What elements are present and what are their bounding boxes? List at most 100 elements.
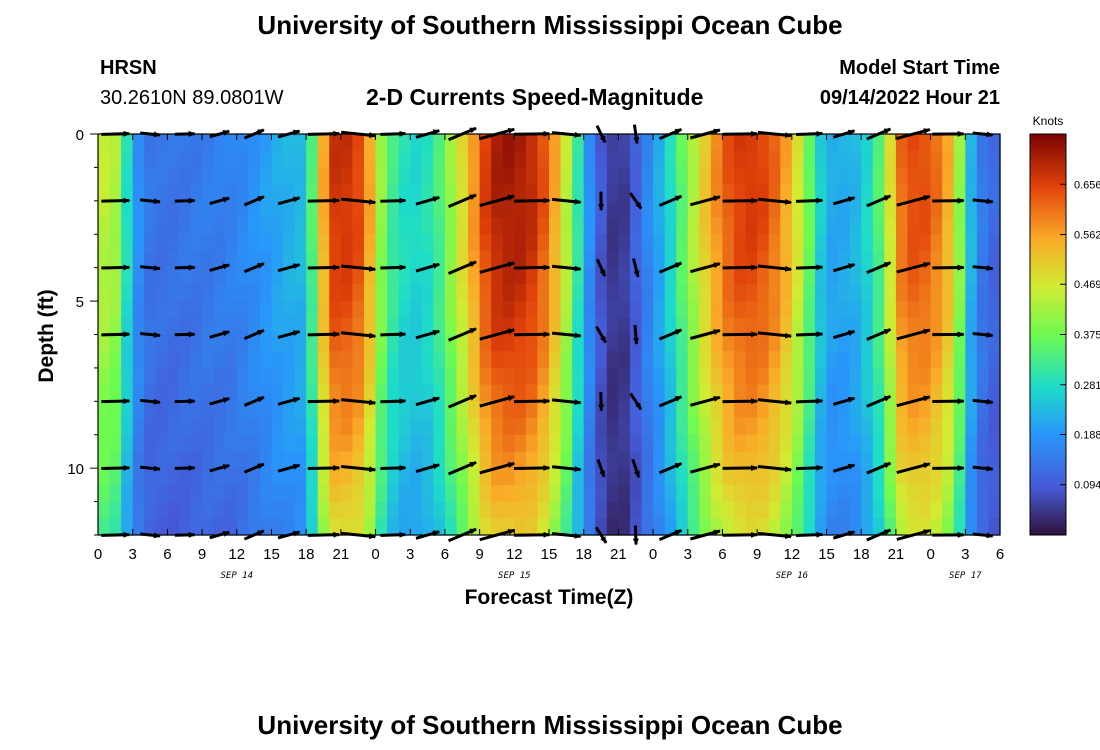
current-arrow [689, 329, 721, 340]
heatmap-cell [514, 267, 527, 285]
heatmap-cell [525, 351, 539, 369]
heatmap-cell [768, 284, 781, 302]
heatmap-cell [676, 234, 689, 252]
heatmap-cell [537, 317, 550, 336]
heatmap-cell [340, 518, 354, 536]
heatmap-cell [387, 401, 400, 419]
heatmap-cell [491, 234, 504, 252]
heatmap-cell [144, 167, 157, 185]
heatmap-cell [965, 150, 978, 169]
heatmap-cell [375, 468, 388, 486]
heatmap-cell [167, 434, 180, 453]
heatmap-cell [861, 484, 874, 503]
heatmap-cell [722, 367, 735, 386]
heatmap-cell [664, 301, 677, 319]
heatmap-cell [537, 267, 550, 285]
heatmap-cell [641, 250, 654, 269]
heatmap-cell [525, 384, 539, 402]
heatmap-cell [606, 418, 619, 436]
heatmap-cell [121, 518, 134, 536]
heatmap-cell [352, 301, 365, 319]
heatmap-cell [976, 184, 990, 202]
heatmap-cell [363, 234, 377, 252]
heatmap-cell [155, 418, 168, 436]
heatmap-cell [387, 384, 400, 402]
heatmap-cell [259, 167, 273, 185]
heatmap-cell [271, 451, 284, 469]
heatmap-cell [202, 367, 215, 386]
heatmap-cell [629, 367, 643, 386]
heatmap-cell [814, 418, 828, 436]
heatmap-cell [248, 167, 261, 185]
heatmap-cell [514, 518, 527, 536]
heatmap-cell [306, 150, 319, 169]
heatmap-cell [398, 451, 411, 469]
heatmap-cell [919, 267, 932, 285]
heatmap-cell [884, 150, 897, 169]
heatmap-cell [109, 317, 122, 336]
heatmap-cell [930, 134, 943, 152]
heatmap-cell [514, 401, 527, 419]
heatmap-cell [895, 434, 909, 453]
heatmap-cell [722, 334, 735, 352]
heatmap-cell [722, 200, 735, 219]
heatmap-cell [537, 284, 550, 302]
y-tick-label: 0 [76, 127, 84, 144]
heatmap-cell [514, 384, 527, 402]
heatmap-cell [294, 150, 307, 169]
heatmap-cell [155, 334, 168, 352]
heatmap-cell [456, 418, 469, 436]
current-arrow [551, 398, 582, 406]
heatmap-cell [549, 217, 562, 235]
heatmap-cell [259, 418, 273, 436]
heatmap-cell [768, 184, 781, 202]
heatmap-cell [491, 200, 504, 219]
heatmap-cell [236, 150, 249, 169]
heatmap-cell [549, 234, 562, 252]
heatmap-cell [387, 451, 400, 469]
current-arrow [415, 196, 441, 206]
heatmap-cell [155, 468, 168, 486]
current-arrow [277, 196, 301, 206]
heatmap-cell [144, 501, 157, 519]
heatmap-cell [98, 267, 111, 285]
current-arrow [380, 264, 407, 271]
heatmap-cell [976, 384, 990, 402]
heatmap-cell [363, 334, 377, 352]
heatmap-cell [213, 267, 226, 285]
heatmap-cell [734, 217, 747, 235]
heatmap-cell [283, 484, 296, 503]
heatmap-cell [919, 501, 932, 519]
heatmap-cell [306, 501, 319, 519]
heatmap-cell [225, 401, 238, 419]
heatmap-cell [202, 217, 215, 235]
heatmap-cell [479, 234, 492, 252]
heatmap-cell [953, 334, 966, 352]
heatmap-cell [572, 351, 585, 369]
current-arrow [307, 197, 341, 204]
heatmap-cell [352, 184, 365, 202]
x-axis: 0 3 6 9 12 15 18 21 0 3 6 9 12 15 18 21 0 3 6 9 12 15 18 21 0 3 6 [94, 134, 1004, 563]
heatmap-cell [710, 468, 724, 486]
heatmap-cell [502, 150, 515, 169]
heatmap-cell [132, 284, 145, 302]
heatmap-cell [387, 284, 400, 302]
heatmap-cell [907, 167, 920, 185]
heatmap-cell [734, 301, 747, 319]
heatmap-cell [803, 334, 816, 352]
heatmap-cell [514, 367, 527, 386]
heatmap-cell [734, 200, 747, 219]
heatmap-cell [525, 234, 539, 252]
heatmap-cell [618, 418, 631, 436]
heatmap-cell [537, 351, 550, 369]
heatmap-cell [734, 351, 747, 369]
heatmap-cell [178, 134, 192, 152]
heatmap-cell [791, 184, 805, 202]
heatmap-cell [421, 184, 434, 202]
heatmap-cell [144, 150, 157, 169]
heatmap-cell [653, 518, 666, 536]
heatmap-cell [178, 184, 192, 202]
heatmap-cell [132, 451, 145, 469]
heatmap-cell [306, 484, 319, 503]
heatmap-cell [722, 167, 735, 185]
